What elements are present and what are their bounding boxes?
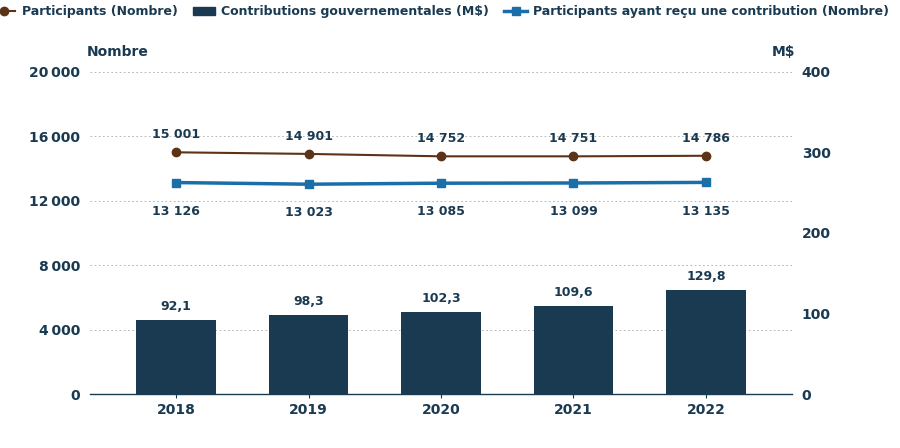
Text: 14 752: 14 752 [417, 132, 465, 145]
Text: 14 786: 14 786 [682, 132, 730, 145]
Text: 98,3: 98,3 [293, 295, 324, 308]
Text: 102,3: 102,3 [421, 292, 461, 305]
Text: 13 135: 13 135 [682, 205, 730, 218]
Text: M$: M$ [772, 45, 796, 59]
Bar [534, 306, 613, 394]
Bar [269, 315, 348, 394]
Text: Nombre: Nombre [86, 45, 148, 59]
Text: 13 099: 13 099 [550, 205, 598, 218]
Text: 14 751: 14 751 [549, 132, 598, 145]
Text: 92,1: 92,1 [161, 300, 192, 313]
Bar [401, 312, 481, 394]
Text: 13 023: 13 023 [284, 207, 332, 220]
Text: 13 085: 13 085 [417, 206, 465, 219]
Text: 14 901: 14 901 [284, 130, 332, 143]
Text: 13 126: 13 126 [152, 205, 200, 218]
Text: 15 001: 15 001 [152, 128, 200, 141]
Text: 109,6: 109,6 [554, 286, 593, 299]
Bar [137, 320, 216, 394]
Text: 129,8: 129,8 [686, 270, 725, 283]
Legend: Participants (Nombre), Contributions gouvernementales (M$), Participants ayant r: Participants (Nombre), Contributions gou… [0, 0, 894, 23]
Bar [666, 289, 745, 394]
